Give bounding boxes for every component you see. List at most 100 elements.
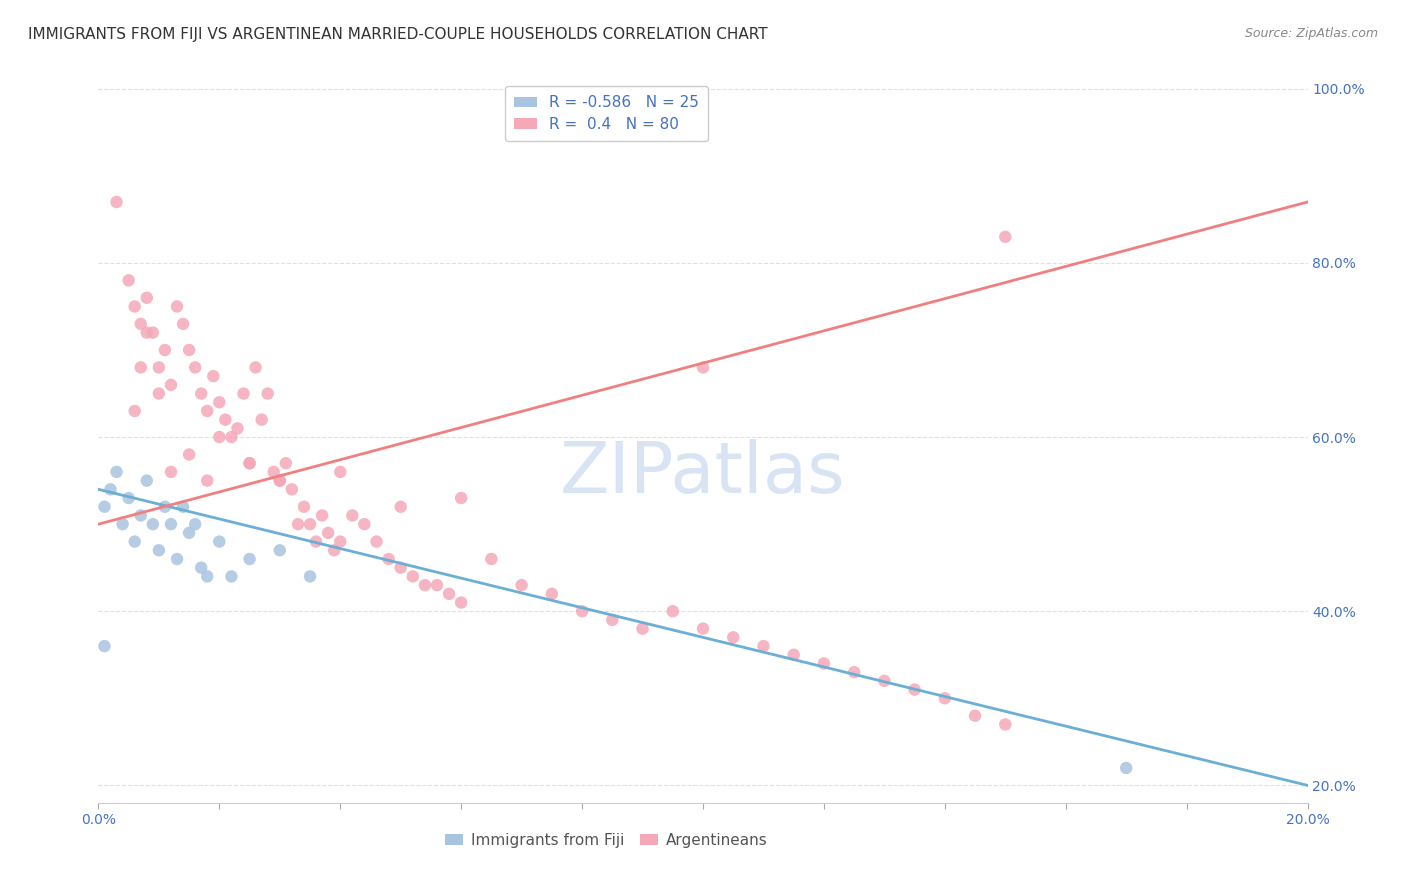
Point bbox=[692, 622, 714, 636]
Point bbox=[250, 412, 273, 426]
Point bbox=[129, 360, 152, 375]
Point bbox=[316, 525, 339, 540]
Point bbox=[208, 430, 231, 444]
Point bbox=[631, 622, 654, 636]
Point bbox=[269, 474, 291, 488]
Point bbox=[450, 595, 472, 609]
Point bbox=[305, 534, 328, 549]
Point bbox=[153, 343, 176, 357]
Point bbox=[256, 386, 278, 401]
Point bbox=[148, 360, 170, 375]
Point bbox=[135, 326, 157, 340]
Point bbox=[232, 386, 254, 401]
Point bbox=[813, 657, 835, 671]
Point bbox=[160, 377, 183, 392]
Text: IMMIGRANTS FROM FIJI VS ARGENTINEAN MARRIED-COUPLE HOUSEHOLDS CORRELATION CHART: IMMIGRANTS FROM FIJI VS ARGENTINEAN MARR… bbox=[28, 27, 768, 42]
Point bbox=[692, 360, 714, 375]
Point bbox=[153, 500, 176, 514]
Text: ZIPatlas: ZIPatlas bbox=[560, 439, 846, 508]
Point bbox=[329, 465, 352, 479]
Point bbox=[299, 569, 322, 583]
Point bbox=[239, 456, 262, 470]
Point bbox=[299, 517, 322, 532]
Point bbox=[184, 360, 207, 375]
Point bbox=[166, 300, 188, 314]
Point bbox=[172, 500, 194, 514]
Point bbox=[994, 717, 1017, 731]
Point bbox=[481, 552, 503, 566]
Point bbox=[269, 474, 291, 488]
Point bbox=[160, 465, 183, 479]
Point bbox=[274, 456, 297, 470]
Point bbox=[311, 508, 333, 523]
Point bbox=[179, 343, 201, 357]
Point bbox=[602, 613, 624, 627]
Point bbox=[105, 194, 128, 209]
Point bbox=[190, 560, 212, 574]
Point bbox=[148, 386, 170, 401]
Point bbox=[179, 525, 201, 540]
Point bbox=[873, 673, 896, 688]
Point bbox=[934, 691, 956, 706]
Point bbox=[783, 648, 806, 662]
Point bbox=[226, 421, 249, 435]
Point bbox=[844, 665, 866, 680]
Point bbox=[129, 317, 152, 331]
Point bbox=[263, 465, 285, 479]
Point bbox=[437, 587, 460, 601]
Point bbox=[221, 569, 243, 583]
Point bbox=[142, 326, 165, 340]
Point bbox=[184, 517, 207, 532]
Point bbox=[129, 508, 152, 523]
Point bbox=[287, 517, 309, 532]
Point bbox=[208, 395, 231, 409]
Point bbox=[413, 578, 436, 592]
Point bbox=[105, 465, 128, 479]
Point bbox=[540, 587, 562, 601]
Point bbox=[221, 430, 243, 444]
Point bbox=[292, 500, 315, 514]
Point bbox=[179, 448, 201, 462]
Legend: Immigrants from Fiji, Argentineans: Immigrants from Fiji, Argentineans bbox=[439, 827, 773, 854]
Point bbox=[214, 412, 236, 426]
Point bbox=[377, 552, 399, 566]
Point bbox=[366, 534, 388, 549]
Point bbox=[118, 491, 141, 505]
Point bbox=[160, 517, 183, 532]
Point bbox=[661, 604, 683, 618]
Point bbox=[148, 543, 170, 558]
Point bbox=[389, 500, 412, 514]
Point bbox=[994, 229, 1017, 244]
Point bbox=[124, 534, 146, 549]
Point bbox=[353, 517, 375, 532]
Point bbox=[510, 578, 533, 592]
Point bbox=[965, 708, 987, 723]
Point bbox=[100, 483, 122, 497]
Point bbox=[281, 483, 304, 497]
Point bbox=[389, 560, 412, 574]
Point bbox=[571, 604, 593, 618]
Point bbox=[93, 639, 115, 653]
Point bbox=[118, 273, 141, 287]
Point bbox=[1115, 761, 1137, 775]
Point bbox=[202, 369, 225, 384]
Point bbox=[124, 300, 146, 314]
Point bbox=[93, 500, 115, 514]
Point bbox=[329, 534, 352, 549]
Point bbox=[190, 386, 212, 401]
Point bbox=[142, 517, 165, 532]
Point bbox=[172, 317, 194, 331]
Point bbox=[752, 639, 775, 653]
Point bbox=[904, 682, 927, 697]
Point bbox=[450, 491, 472, 505]
Point bbox=[135, 474, 157, 488]
Point bbox=[195, 474, 218, 488]
Point bbox=[269, 543, 291, 558]
Point bbox=[723, 631, 745, 645]
Point bbox=[166, 552, 188, 566]
Point bbox=[245, 360, 267, 375]
Point bbox=[195, 404, 218, 418]
Point bbox=[402, 569, 425, 583]
Text: Source: ZipAtlas.com: Source: ZipAtlas.com bbox=[1244, 27, 1378, 40]
Point bbox=[124, 404, 146, 418]
